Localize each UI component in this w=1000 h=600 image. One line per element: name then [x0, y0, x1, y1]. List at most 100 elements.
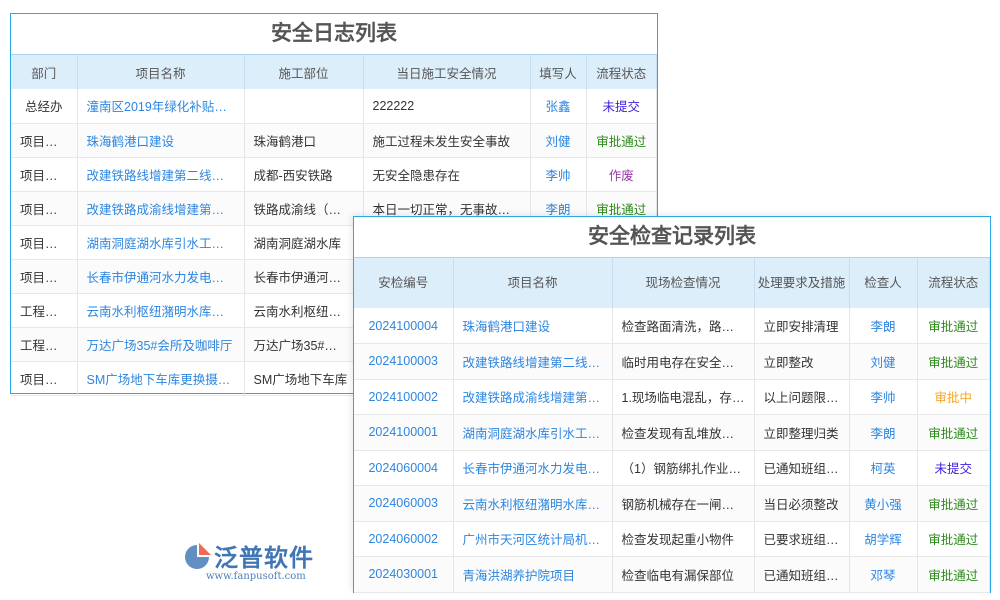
table-cell: 当日必须整改 [754, 485, 850, 522]
column-header: 项目名称 [77, 55, 245, 89]
status-badge: 审批通过 [917, 308, 990, 344]
table-row[interactable]: 2024100002改建铁路成渝线增建第二线1.现场临电混乱，存在隐患以上问题限… [354, 379, 990, 415]
table-cell: 长春市伊通河水力 [244, 259, 364, 294]
column-header: 流程状态 [917, 258, 990, 308]
table-cell: 检查发现有乱堆放现象 [612, 414, 755, 451]
table-cell: 已通知班组整改 [754, 450, 850, 486]
header-row: 安检编号 项目名称 现场检查情况 处理要求及措施 检查人 流程状态 [354, 258, 990, 308]
row-link[interactable]: 2024060004 [354, 450, 454, 486]
row-link[interactable]: 2024030001 [354, 556, 454, 593]
column-header: 处理要求及措施 [754, 258, 850, 308]
row-link[interactable]: 刘健 [530, 123, 587, 158]
table-cell: 项目二部 [11, 361, 78, 396]
row-link[interactable]: 改建铁路成渝线增建第二线 [77, 191, 245, 226]
table-row[interactable]: 2024100003 改建铁路线增建第二线直通线 临时用电存在安全隐患 立即整改 刘健审… [354, 343, 990, 380]
table-cell: 项目一部 [11, 157, 78, 192]
status-badge: 审批通过 [917, 485, 990, 522]
status-badge: 审批通过 [917, 521, 990, 557]
row-link[interactable]: 2024100002 [354, 379, 454, 415]
fanpu-logo-watermark: 泛普软件 www.fanpusoft.com [180, 540, 340, 586]
status-badge: 审批中 [917, 379, 990, 415]
table-cell: 立即整改 [754, 343, 850, 380]
table-cell: 铁路成渝线（成都） [244, 191, 364, 226]
row-link[interactable]: 潼南区2019年绿化补贴项目 [77, 89, 245, 124]
row-link[interactable]: 万达广场35#会所及咖啡厅 [77, 327, 245, 362]
column-header: 当日施工安全情况 [363, 55, 531, 89]
row-link[interactable]: 改建铁路成渝线增建第二线 [453, 379, 613, 415]
table-cell: 无安全隐患存在 [363, 157, 531, 192]
table-cell: 已要求班组整改 [754, 521, 850, 557]
row-link[interactable]: 2024100001 [354, 414, 454, 451]
row-link[interactable]: 李朗 [849, 414, 918, 451]
table-row[interactable]: 2024060002 广州市天河区统计局机关大楼 检查发现起重小物件 已要求班组整改胡… [354, 521, 990, 557]
row-link[interactable]: 2024100003 [354, 343, 454, 380]
table-row[interactable]: 总经办 潼南区2019年绿化补贴项目 222222 张鑫 未提交 [11, 89, 657, 124]
column-header: 填写人 [530, 55, 587, 89]
status-badge: 作废 [586, 157, 657, 192]
row-link[interactable]: 长春市伊通河水力发电厂项目 [77, 259, 245, 294]
table-cell: 以上问题限期整改 [754, 379, 850, 415]
row-link[interactable]: 改建铁路线增建第二线直通线 [453, 343, 613, 380]
row-link[interactable]: 李帅 [849, 379, 918, 415]
table-row[interactable]: 项目三部 珠海鹤港口建设 珠海鹤港口 施工过程未发生安全事故 刘健 审批通过 [11, 123, 657, 158]
column-header: 现场检查情况 [612, 258, 755, 308]
row-link[interactable]: 黄小强 [849, 485, 918, 522]
table-cell: 钢筋机械存在一闸多机 [612, 485, 755, 522]
row-link[interactable]: 张鑫 [530, 89, 587, 124]
table-cell: 成都-西安铁路 [244, 157, 364, 192]
row-link[interactable]: 广州市天河区统计局机关大楼 [453, 521, 613, 557]
table-cell: （1）钢筋绑扎作业不规范 [612, 450, 755, 486]
status-badge: 审批通过 [917, 556, 990, 593]
row-link[interactable]: 胡学辉 [849, 521, 918, 557]
row-link[interactable]: 改建铁路线增建第二线直通线 [77, 157, 245, 192]
safety-check-panel: 安全检查记录列表 安检编号 项目名称 现场检查情况 处理要求及措施 检查人 流程状态 202… [353, 216, 991, 593]
table-cell: 湖南洞庭湖水库 [244, 225, 364, 260]
table-row[interactable]: 项目一部 改建铁路线增建第二线直通线 成都-西安铁路 无安全隐患存在 李帅 作废 [11, 157, 657, 192]
table-cell: 珠海鹤港口 [244, 123, 364, 158]
row-link[interactable]: 2024060002 [354, 521, 454, 557]
column-header: 项目名称 [453, 258, 613, 308]
column-header: 施工部位 [244, 55, 364, 89]
column-header: 安检编号 [354, 258, 454, 308]
table-cell: 1.现场临电混乱，存在隐患 [612, 379, 755, 415]
column-header: 检查人 [849, 258, 918, 308]
row-link[interactable]: 李朗 [849, 308, 918, 344]
table-cell: 项目三部 [11, 259, 78, 294]
table-cell: 立即安排清理 [754, 308, 850, 344]
row-link[interactable]: 长春市伊通河水力发电厂项目 [453, 450, 613, 486]
table-row[interactable]: 2024060004 长春市伊通河水力发电厂项目 （1）钢筋绑扎作业不规范 已通知班组… [354, 450, 990, 486]
table-cell: 施工过程未发生安全事故 [363, 123, 531, 158]
row-link[interactable]: 湖南洞庭湖水库引水工程项目 [77, 225, 245, 260]
table-row[interactable]: 2024100004 珠海鹤港口建设 检查路面清洗，路面整洁 立即安排清理 李朗 审批通过 [354, 308, 990, 344]
header-row: 部门 项目名称 施工部位 当日施工安全情况 填写人 流程状态 [11, 55, 657, 89]
table-cell: 已通知班组整改 [754, 556, 850, 593]
row-link[interactable]: 2024060003 [354, 485, 454, 522]
table-cell: 临时用电存在安全隐患 [612, 343, 755, 380]
row-link[interactable]: 2024100004 [354, 308, 454, 344]
table-row[interactable]: 2024030001 青海洪湖养护院项目 检查临电有漏保部位 已通知班组整改 邓琴 审批通… [354, 556, 990, 593]
table-cell: 222222 [363, 89, 531, 124]
row-link[interactable]: 湖南洞庭湖水库引水工程项目 [453, 414, 613, 451]
table-cell: 工程管理部 [11, 327, 78, 362]
row-link[interactable]: 邓琴 [849, 556, 918, 593]
status-badge: 未提交 [917, 450, 990, 486]
table-cell: 立即整理归类 [754, 414, 850, 451]
table-cell: 检查发现起重小物件 [612, 521, 755, 557]
safety-log-title: 安全日志列表 [11, 14, 657, 55]
row-link[interactable]: 珠海鹤港口建设 [453, 308, 613, 344]
row-link[interactable]: 李帅 [530, 157, 587, 192]
row-link[interactable]: 青海洪湖养护院项目 [453, 556, 613, 593]
row-link[interactable]: 珠海鹤港口建设 [77, 123, 245, 158]
row-link[interactable]: 柯英 [849, 450, 918, 486]
table-cell: 项目一部 [11, 225, 78, 260]
table-row[interactable]: 2024060003 云南水利枢纽潴明水库一期 钢筋机械存在一闸多机 当日必须整改 黄小… [354, 485, 990, 522]
row-link[interactable]: 云南水利枢纽潴明水库一期 [77, 293, 245, 328]
row-link[interactable]: SM广场地下车库更换摄像头 [77, 361, 245, 396]
row-link[interactable]: 刘健 [849, 343, 918, 380]
table-row[interactable]: 项目二部 改建铁路成渝线增建第二线 铁路成渝线（成都） 本日一切正常，无事故发生 李朗审… [11, 191, 657, 226]
status-badge: 审批通过 [917, 343, 990, 380]
row-link[interactable]: 云南水利枢纽潴明水库一期 [453, 485, 613, 522]
column-header: 部门 [11, 55, 78, 89]
table-row[interactable]: 2024100001 湖南洞庭湖水库引水工程项目 检查发现有乱堆放现象 立即整理归类李… [354, 414, 990, 451]
table-cell: SM广场地下车库 [244, 361, 364, 396]
